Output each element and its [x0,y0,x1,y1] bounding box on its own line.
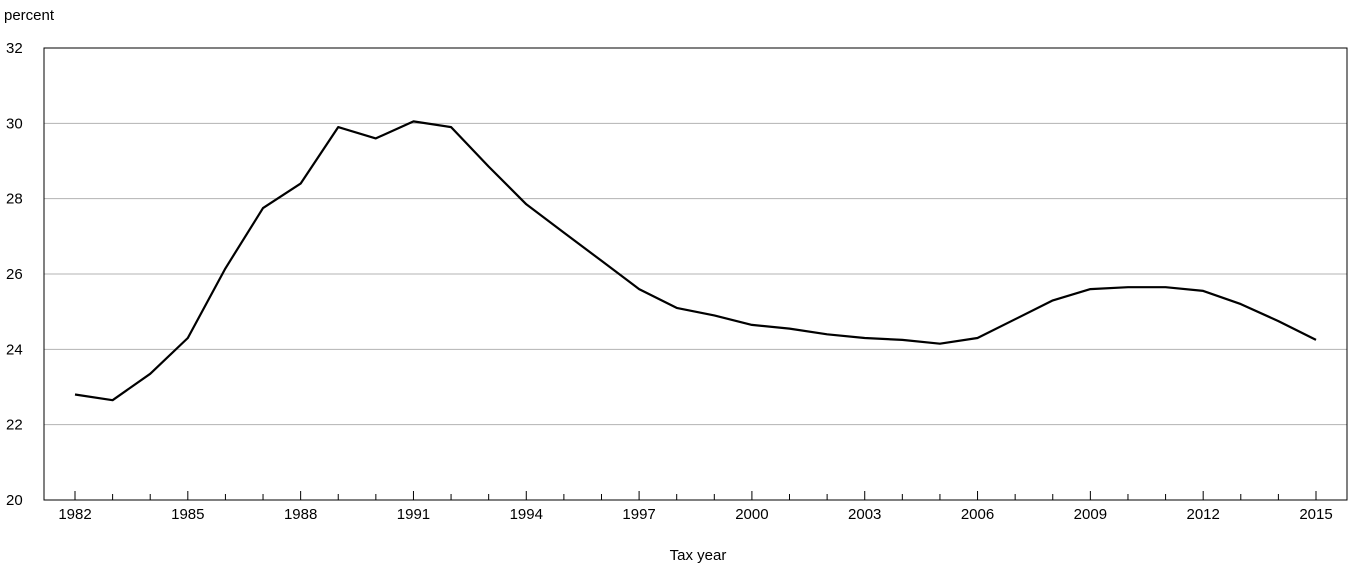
x-tick-label: 2006 [961,506,994,523]
series-line [74,120,1317,402]
y-tick-label: 24 [6,341,23,358]
y-tick-label: 20 [6,492,23,509]
x-tick-label: 2012 [1186,506,1219,523]
plot-frame [43,47,1348,501]
y-tick-label: 22 [6,417,23,434]
x-tick-label: 1991 [397,506,430,523]
gridlines [44,122,1347,426]
x-tick-label: 2003 [848,506,881,523]
y-axis-title: percent [4,7,55,24]
x-tick-label: 1997 [622,506,655,523]
x-tick-label: 1988 [284,506,317,523]
x-tick-label: 2009 [1074,506,1107,523]
x-axis-title: Tax year [670,547,727,564]
x-axis-ticks: 1982 1985 1988 1991 1994 1997 2000 2003 2006 2009… [58,491,1333,523]
x-tick-label: 2015 [1299,506,1332,523]
y-tick-label: 26 [6,266,23,283]
y-axis-ticks: 20 22 24 26 28 30 32 [6,40,23,509]
x-tick-label: 1994 [510,506,543,523]
y-tick-label: 28 [6,191,23,208]
y-tick-label: 30 [6,115,23,132]
x-tick-label: 1982 [58,506,91,523]
x-tick-label: 2000 [735,506,768,523]
series-layer [74,120,1317,402]
y-tick-label: 32 [6,40,23,57]
x-tick-label: 1985 [171,506,204,523]
